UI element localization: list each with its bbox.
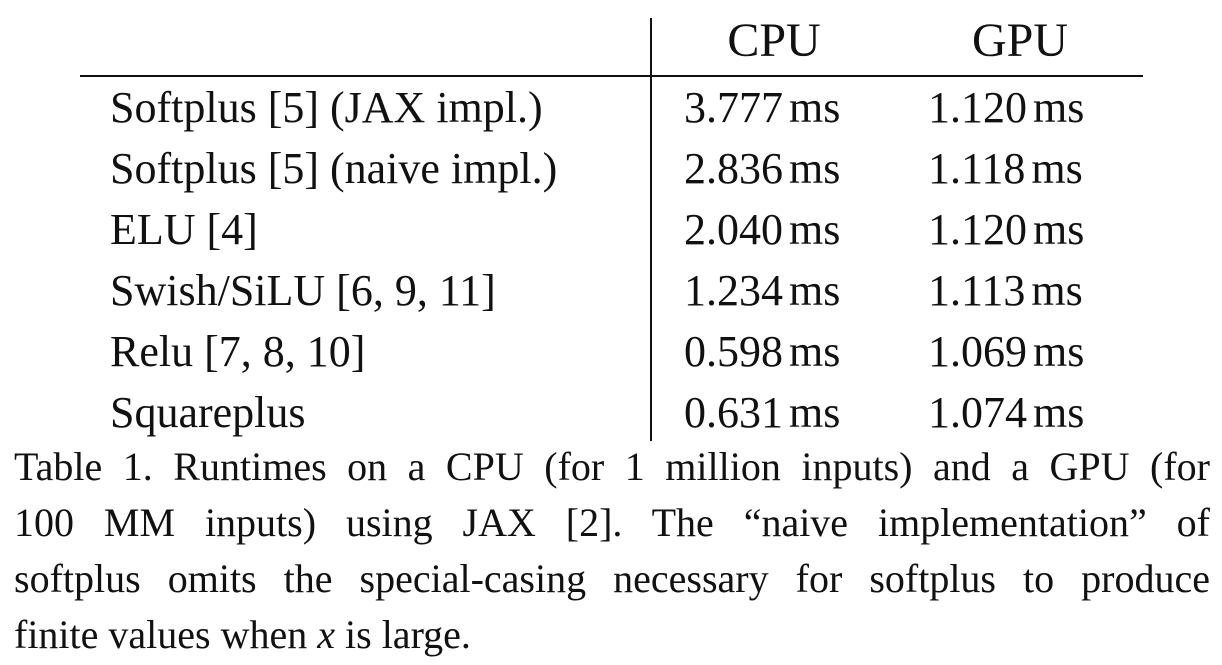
gpu-cell: 1.120 ms xyxy=(928,77,1084,138)
unit-label: ms xyxy=(789,327,841,376)
table-row: Relu [7, 8, 10] 0.598 ms 1.069 ms xyxy=(0,321,1222,382)
cpu-value: 3.777 xyxy=(684,83,783,132)
math-variable: x xyxy=(317,612,336,657)
cpu-cell: 3.777 ms xyxy=(684,77,840,138)
caption-line: Table 1. Runtimes on a CPU (for 1 millio… xyxy=(14,444,1210,489)
caption-line-last: finite values when x is large. xyxy=(14,607,1210,663)
cpu-cell: 2.040 ms xyxy=(684,199,840,260)
method-cell: Squareplus xyxy=(110,388,306,437)
cpu-cell: 2.836 ms xyxy=(684,138,840,199)
unit-label: ms xyxy=(1031,144,1083,193)
gpu-value: 1.113 xyxy=(928,266,1026,315)
gpu-value: 1.069 xyxy=(928,327,1027,376)
header-cpu: CPU xyxy=(727,14,821,67)
gpu-value: 1.074 xyxy=(928,388,1027,437)
cpu-value: 2.836 xyxy=(684,144,783,193)
unit-label: ms xyxy=(789,205,841,254)
header-rule xyxy=(80,75,1143,77)
cpu-cell: 1.234 ms xyxy=(684,260,840,321)
caption-text: finite values when xyxy=(14,612,318,657)
table-row: Softplus [5] (JAX impl.) 3.777 ms 1.120 ms xyxy=(0,77,1222,138)
gpu-cell: 1.113 ms xyxy=(928,260,1083,321)
unit-label: ms xyxy=(1033,205,1085,254)
unit-label: ms xyxy=(789,83,841,132)
caption-line: 100 MM inputs) using JAX [2]. The “naive… xyxy=(14,500,1210,545)
method-cell: Swish/SiLU [6, 9, 11] xyxy=(110,266,496,315)
cpu-value: 0.598 xyxy=(684,327,783,376)
unit-label: ms xyxy=(1033,327,1085,376)
cpu-cell: 0.631 ms xyxy=(684,382,840,443)
gpu-value: 1.120 xyxy=(928,205,1027,254)
cpu-value: 0.631 xyxy=(684,388,783,437)
table-row: Swish/SiLU [6, 9, 11] 1.234 ms 1.113 ms xyxy=(0,260,1222,321)
gpu-value: 1.120 xyxy=(928,83,1027,132)
gpu-cell: 1.120 ms xyxy=(928,199,1084,260)
table-row: ELU [4] 2.040 ms 1.120 ms xyxy=(0,199,1222,260)
header-gpu: GPU xyxy=(971,14,1069,67)
method-cell: ELU [4] xyxy=(110,205,258,254)
unit-label: ms xyxy=(789,388,841,437)
table-row: Softplus [5] (naive impl.) 2.836 ms 1.118… xyxy=(0,138,1222,199)
unit-label: ms xyxy=(1033,83,1085,132)
runtime-table: CPU GPU Softplus [5] (JAX impl.) 3.777 ms… xyxy=(0,14,1222,443)
cpu-value: 1.234 xyxy=(684,266,783,315)
column-divider xyxy=(650,18,652,441)
cpu-value: 2.040 xyxy=(684,205,783,254)
gpu-cell: 1.069 ms xyxy=(928,321,1084,382)
gpu-value: 1.118 xyxy=(928,144,1026,193)
gpu-cell: 1.118 ms xyxy=(928,138,1083,199)
gpu-cell: 1.074 ms xyxy=(928,382,1084,443)
caption-text: is large. xyxy=(335,612,471,657)
cpu-cell: 0.598 ms xyxy=(684,321,840,382)
method-cell: Softplus [5] (JAX impl.) xyxy=(110,83,543,132)
table-row: Squareplus 0.631 ms 1.074 ms xyxy=(0,382,1222,443)
unit-label: ms xyxy=(1033,388,1085,437)
caption-line: softplus omits the special-casing necess… xyxy=(14,556,1210,601)
unit-label: ms xyxy=(1031,266,1083,315)
method-cell: Softplus [5] (naive impl.) xyxy=(110,144,558,193)
unit-label: ms xyxy=(789,266,841,315)
method-cell: Relu [7, 8, 10] xyxy=(110,327,366,376)
unit-label: ms xyxy=(789,144,841,193)
table-caption: Table 1. Runtimes on a CPU (for 1 millio… xyxy=(14,439,1210,663)
